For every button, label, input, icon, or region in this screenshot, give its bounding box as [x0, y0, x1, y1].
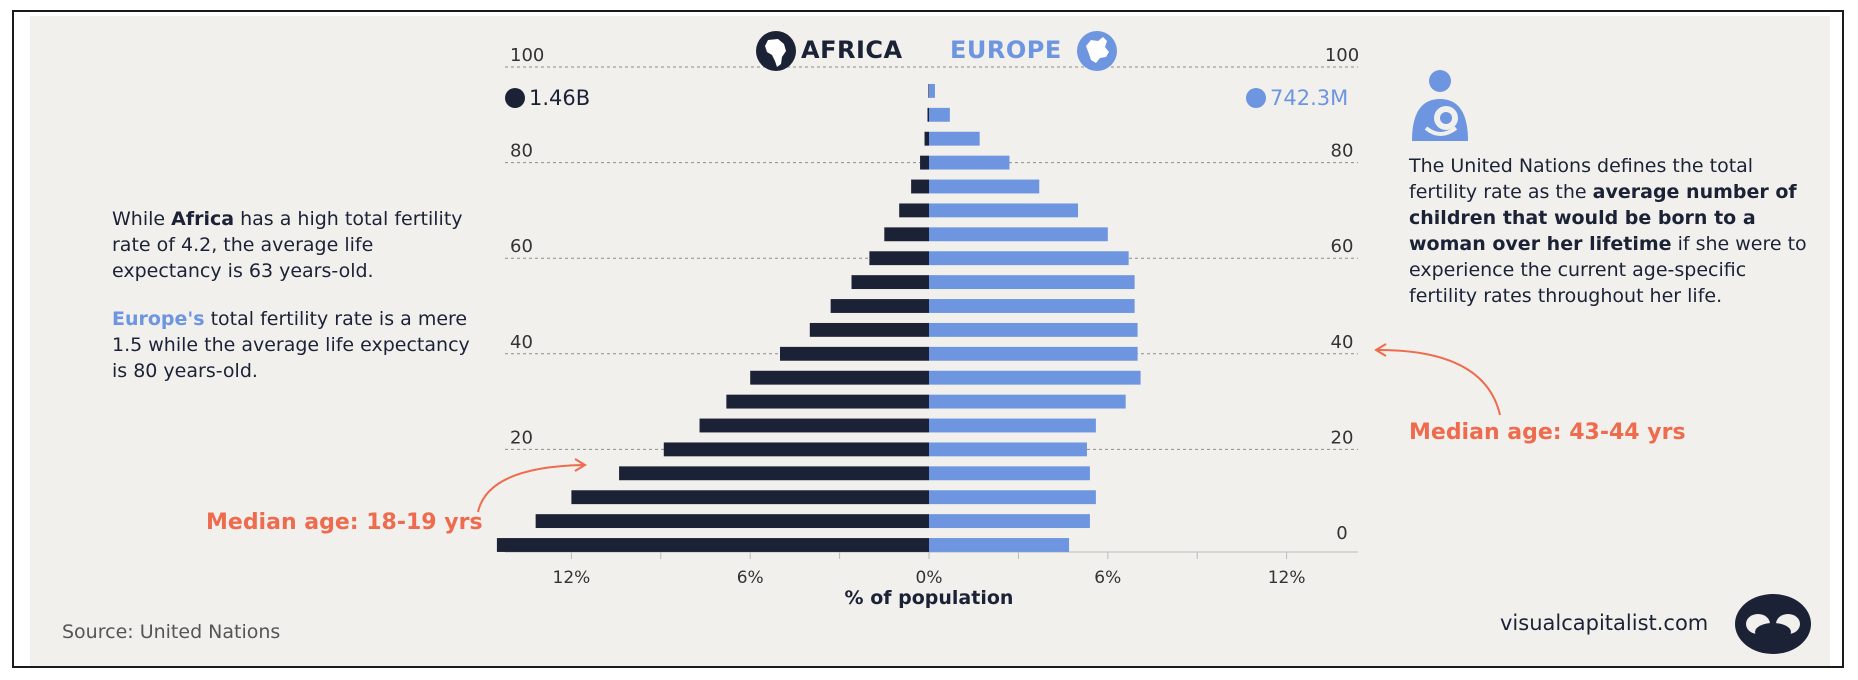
x-tick-label: 12% — [1268, 568, 1306, 588]
africa-bar — [911, 179, 929, 194]
europe-bar — [929, 418, 1096, 433]
source-note: Source: United Nations — [62, 621, 281, 643]
africa-bar — [927, 107, 929, 122]
africa-bar — [619, 466, 929, 481]
africa-bar — [928, 83, 929, 98]
africa-median-age: Median age: 18-19 yrs — [206, 510, 483, 535]
europe-bar — [929, 538, 1070, 552]
africa-bar — [809, 322, 929, 337]
africa-population: 1.46B — [505, 86, 590, 110]
person-icon — [1246, 88, 1266, 108]
africa-paragraph: While Africa has a high total fertility … — [112, 208, 463, 282]
europe-bar — [929, 275, 1135, 290]
europe-bar — [929, 131, 980, 146]
europe-bar — [929, 251, 1129, 266]
europe-bar — [929, 514, 1090, 529]
africa-median-arrowhead — [574, 458, 587, 472]
africa-bar — [869, 251, 929, 266]
europe-bar — [929, 322, 1138, 337]
y-tick-label-right: 100 — [1325, 45, 1359, 66]
europe-bar — [929, 83, 935, 98]
mother-child-icon — [1412, 70, 1468, 141]
europe-bar — [929, 466, 1090, 481]
africa-bar — [571, 490, 929, 505]
y-tick-label-right: 80 — [1331, 141, 1354, 162]
definition-highlight: average number of children that would be… — [1409, 181, 1797, 255]
legend-africa: AFRICA — [801, 36, 903, 64]
y-tick-label-left: 80 — [510, 141, 533, 162]
europe-paragraph: Europe's total fertility rate is a mere … — [112, 308, 470, 382]
x-tick-label: 12% — [553, 568, 591, 588]
africa-bar — [899, 203, 929, 218]
y-tick-label-right: 20 — [1331, 427, 1354, 448]
africa-globe-icon — [756, 31, 796, 71]
x-tick-label: 6% — [1094, 568, 1121, 588]
europe-median-age: Median age: 43-44 yrs — [1409, 420, 1686, 445]
africa-bar — [535, 514, 929, 529]
europe-bar — [929, 227, 1108, 242]
europe-highlight: Europe's — [112, 308, 205, 330]
europe-bar — [929, 490, 1096, 505]
europe-bar — [929, 370, 1141, 385]
africa-highlight: Africa — [171, 208, 235, 230]
europe-bar — [929, 394, 1126, 409]
africa-median-arrow — [477, 464, 584, 513]
africa-bar — [699, 418, 929, 433]
africa-bar — [496, 538, 929, 552]
europe-population-value: 742.3M — [1270, 86, 1349, 110]
infographic-panel — [30, 16, 1830, 666]
y-tick-label-left: 40 — [510, 332, 533, 353]
africa-bar — [726, 394, 929, 409]
europe-population: 742.3M — [1246, 86, 1348, 110]
y-tick-label-left: 100 — [510, 45, 544, 66]
y-tick-label-left: 60 — [510, 236, 533, 257]
europe-bar — [929, 203, 1078, 218]
legend-europe: EUROPE — [950, 36, 1062, 64]
africa-bar — [780, 346, 929, 361]
europe-bar — [929, 299, 1135, 313]
brand-name: visualcapitalist.com — [1500, 611, 1709, 635]
africa-bar — [924, 131, 929, 146]
y-tick-label-right: 40 — [1331, 332, 1354, 353]
europe-bar — [929, 346, 1138, 361]
africa-bar — [884, 227, 929, 242]
x-tick-label: 0% — [916, 568, 943, 588]
europe-globe-icon — [1077, 31, 1117, 71]
left-description: While Africa has a high total fertility … — [112, 206, 482, 406]
africa-bar — [663, 442, 929, 457]
europe-bar — [929, 179, 1040, 194]
africa-bar — [750, 370, 929, 385]
y-tick-label-right: 0 — [1336, 523, 1347, 544]
africa-bar — [851, 275, 929, 290]
africa-bar — [920, 155, 929, 170]
person-icon — [505, 88, 525, 108]
x-axis-label: % of population — [845, 587, 1014, 609]
y-tick-label-right: 60 — [1331, 236, 1354, 257]
y-tick-label-left: 20 — [510, 427, 533, 448]
right-description: The United Nations defines the total fer… — [1409, 155, 1807, 307]
europe-median-arrowhead — [1374, 343, 1387, 357]
x-tick-label: 6% — [737, 568, 764, 588]
europe-bar — [929, 442, 1087, 457]
europe-bar — [929, 107, 950, 122]
europe-bar — [929, 155, 1010, 170]
visual-capitalist-logo-icon — [1735, 594, 1811, 654]
europe-median-arrow — [1377, 349, 1501, 416]
africa-population-value: 1.46B — [529, 86, 591, 110]
africa-bar — [830, 299, 929, 313]
